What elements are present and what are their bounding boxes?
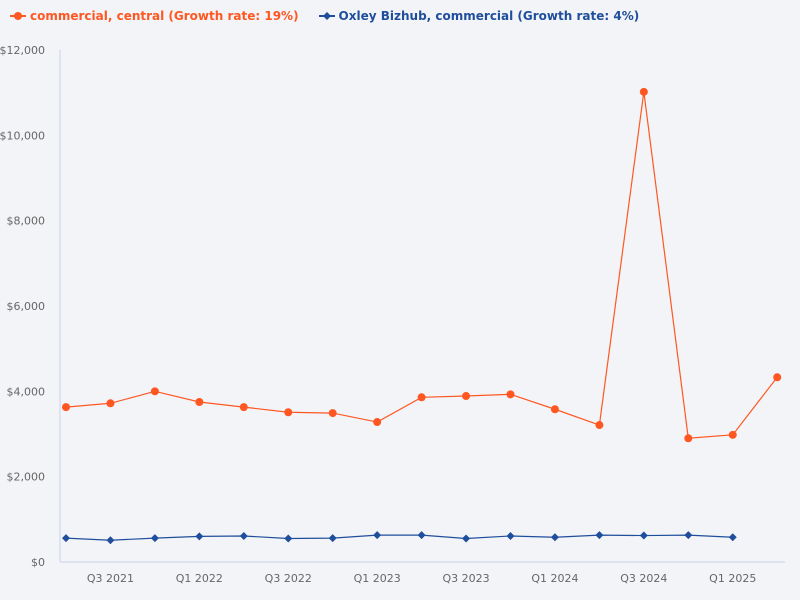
x-tick-label: Q3 2022 (265, 572, 312, 585)
data-point (728, 430, 737, 439)
data-point (195, 398, 204, 406)
data-point (417, 531, 426, 540)
data-point (639, 531, 648, 540)
data-point (284, 408, 293, 417)
data-point (373, 418, 382, 427)
data-point (284, 534, 293, 543)
data-point (150, 387, 159, 396)
data-point (728, 533, 737, 542)
data-point (595, 421, 604, 430)
series-line-2 (65, 534, 733, 541)
y-tick-label: $4,000 (7, 385, 46, 398)
data-point (328, 534, 337, 543)
data-point (62, 403, 70, 412)
circle-marker-icon (10, 12, 26, 20)
data-point (595, 531, 604, 540)
data-point (684, 434, 693, 443)
data-point (684, 531, 693, 540)
legend-item-series-1[interactable]: commercial, central (Growth rate: 19%) (10, 9, 299, 23)
data-point (106, 399, 115, 408)
series-line-1 (65, 91, 778, 439)
x-tick-label: Q1 2024 (531, 572, 578, 585)
x-tick-label: Q1 2025 (709, 572, 756, 585)
data-point (373, 531, 382, 540)
legend-item-series-2[interactable]: Oxley Bizhub, commercial (Growth rate: 4… (318, 9, 640, 23)
data-point (106, 536, 115, 545)
data-point (550, 533, 559, 542)
diamond-marker-icon (318, 12, 335, 20)
data-point (328, 409, 337, 418)
x-tick-label: Q3 2024 (620, 572, 667, 585)
data-point (150, 534, 159, 543)
y-tick-label: $2,000 (7, 471, 46, 484)
data-point (506, 390, 515, 399)
y-tick-label: $6,000 (7, 300, 46, 313)
x-tick-label: Q3 2023 (442, 572, 489, 585)
x-tick-label: Q3 2021 (87, 572, 134, 585)
data-point (195, 532, 204, 541)
data-point (550, 405, 559, 414)
x-tick-label: Q1 2022 (176, 572, 223, 585)
y-tick-label: $12,000 (0, 44, 45, 57)
data-point (417, 393, 426, 402)
data-point (639, 87, 648, 96)
x-tick-label: Q1 2023 (354, 572, 401, 585)
legend: commercial, central (Growth rate: 19%) O… (10, 9, 639, 23)
data-point (62, 534, 70, 543)
y-tick-label: $10,000 (0, 129, 45, 142)
data-point (773, 373, 782, 382)
data-point (239, 403, 248, 412)
y-tick-label: $0 (31, 556, 45, 569)
data-point (506, 531, 515, 540)
legend-label: commercial, central (Growth rate: 19%) (30, 9, 299, 23)
data-point (462, 534, 471, 543)
y-tick-label: $8,000 (7, 215, 46, 228)
legend-label: Oxley Bizhub, commercial (Growth rate: 4… (338, 9, 640, 23)
data-point (462, 392, 471, 401)
data-point (239, 531, 248, 540)
